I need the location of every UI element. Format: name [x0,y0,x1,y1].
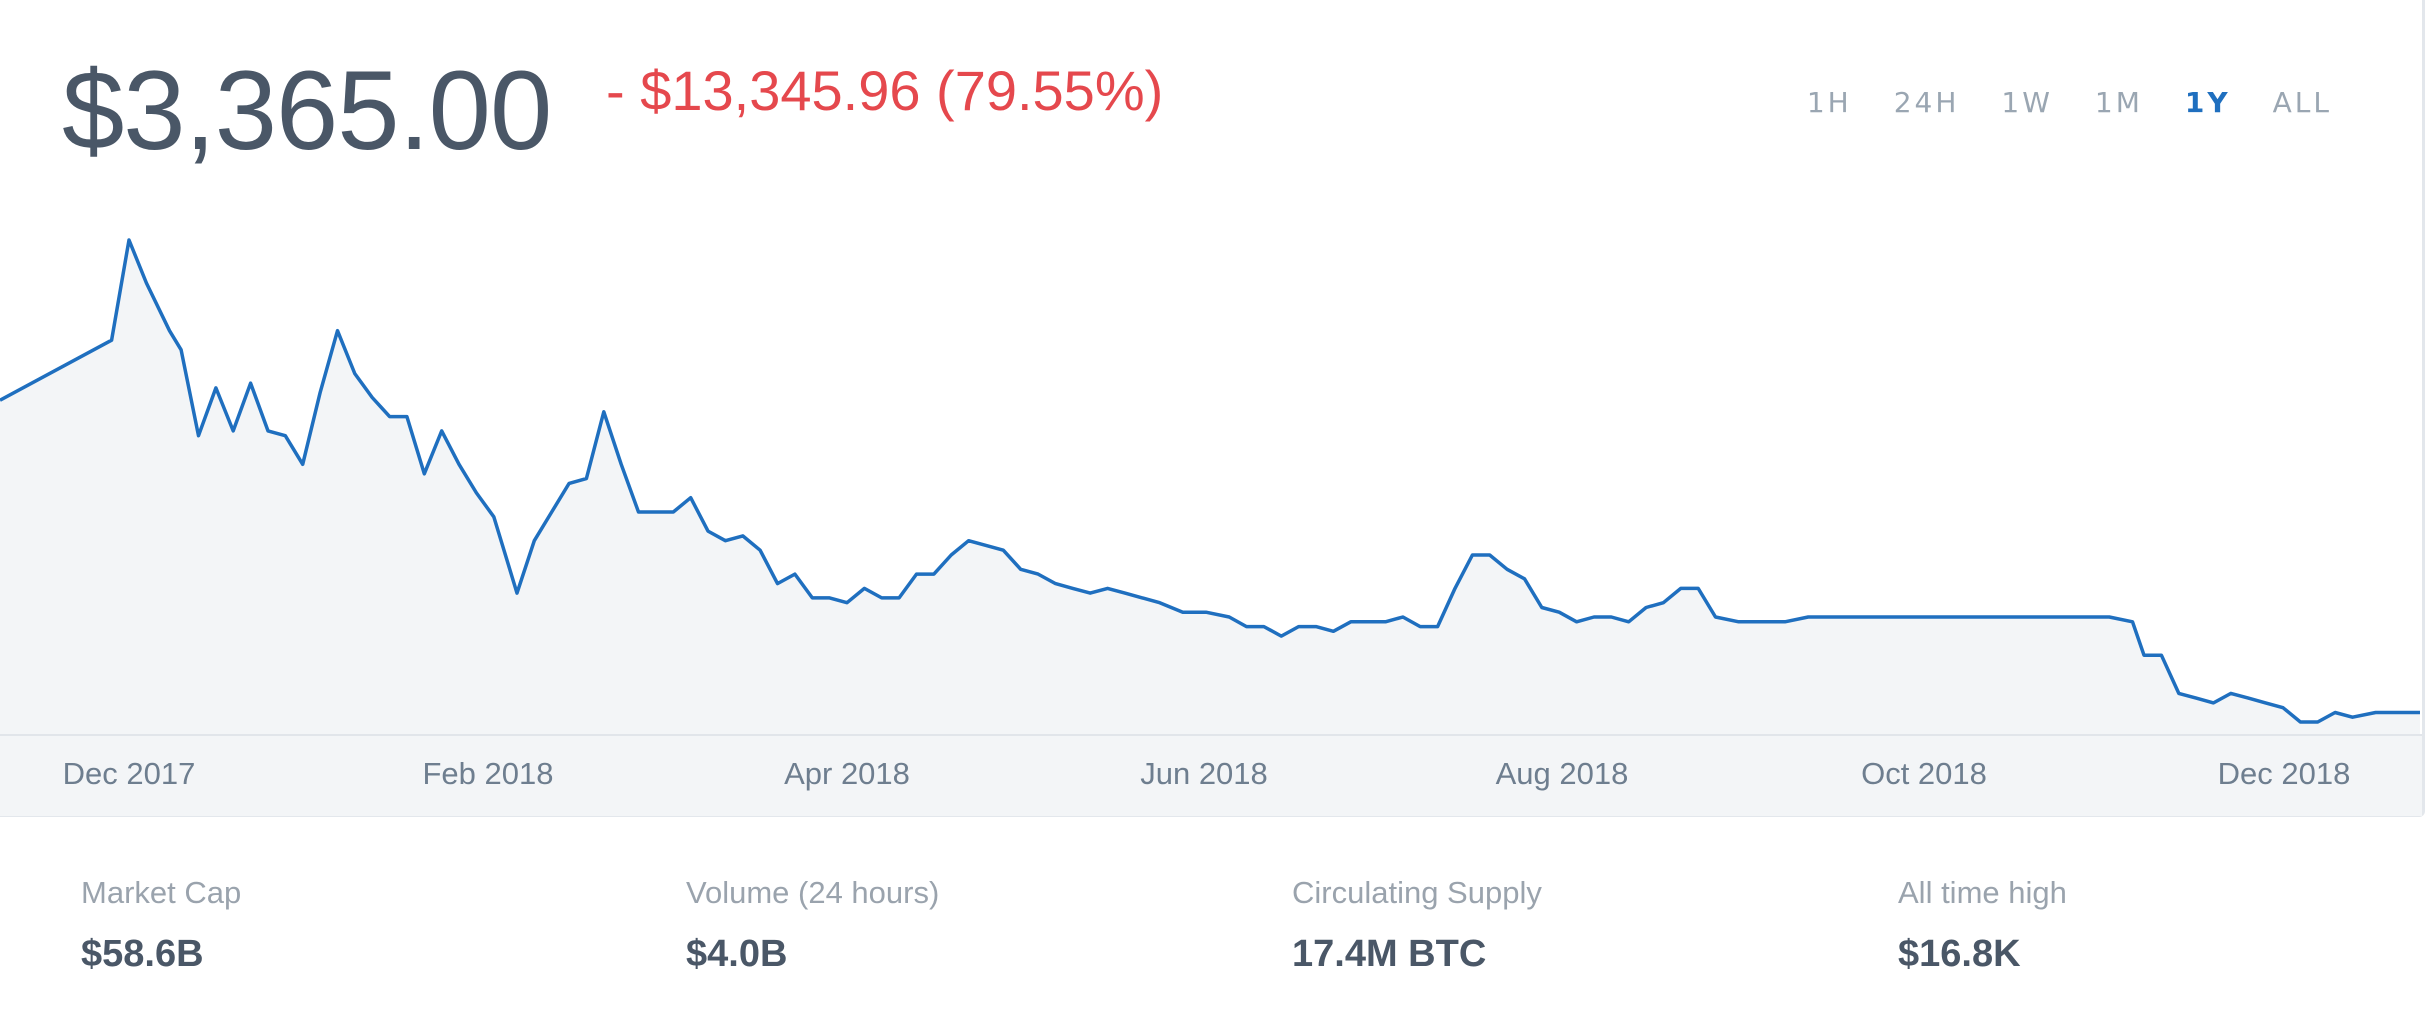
stat-label: Market Cap [81,875,242,910]
x-tick-label: Feb 2018 [422,756,554,791]
x-axis-band [0,734,2422,816]
x-tick-label: Jun 2018 [1140,756,1268,791]
range-1w-button[interactable]: 1W [2001,86,2053,119]
stat-value: $4.0B [686,933,788,975]
range-all-button[interactable]: ALL [2272,86,2332,119]
x-tick-label: Oct 2018 [1861,756,1987,791]
price-change: - $13,345.96 (79.55%) [606,59,1164,122]
stat-value: $16.8K [1898,933,2021,975]
stat-market-cap: Market Cap $58.6B [81,873,241,979]
x-tick-label: Aug 2018 [1495,756,1629,791]
stat-label: All time high [1898,875,2067,910]
x-tick-label: Apr 2018 [784,756,910,791]
range-24h-button[interactable]: 24H [1893,86,1960,119]
x-tick-label: Dec 2018 [2217,756,2351,791]
stat-label: Circulating Supply [1292,875,1542,910]
stat-circulating-supply: Circulating Supply 17.4M BTC [1292,873,1542,979]
x-tick-label: Dec 2017 [62,756,196,791]
range-1y-button[interactable]: 1Y [2184,86,2231,119]
range-1h-button[interactable]: 1H [1806,86,1852,119]
current-price: $3,365.00 [62,48,552,173]
range-1m-button[interactable]: 1M [2094,86,2143,119]
price-chart-card: $3,365.00 - $13,345.96 (79.55%) 1H 24H 1… [0,0,2425,817]
stat-all-time-high: All time high $16.8K [1898,873,2067,979]
price-area-fill [0,240,2420,735]
stat-value: $58.6B [81,933,204,975]
stat-label: Volume (24 hours) [686,875,940,910]
price-line [0,238,2420,724]
stat-value: 17.4M BTC [1292,933,1487,975]
price-chart[interactable] [0,0,2422,740]
time-range-selector: 1H 24H 1W 1M 1Y ALL [1765,86,2332,119]
stat-volume: Volume (24 hours) $4.0B [686,873,939,979]
